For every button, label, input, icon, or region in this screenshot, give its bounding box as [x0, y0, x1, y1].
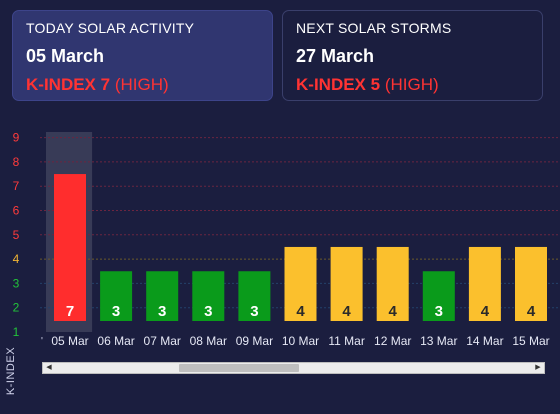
- y-tick-label: 6: [13, 204, 20, 218]
- bar: [330, 246, 363, 321]
- next-heading: NEXT SOLAR STORMS: [296, 20, 452, 36]
- x-tick-label: 05 Mar: [51, 334, 88, 348]
- y-tick-label: 4: [13, 252, 20, 266]
- chart-scrollbar[interactable]: ◀ ▶: [42, 362, 545, 374]
- today-k-level: (HIGH): [114, 75, 169, 94]
- bar-value-label: 4: [527, 303, 536, 320]
- y-tick-label: 7: [13, 179, 20, 193]
- x-axis-start-tick: ': [41, 336, 43, 347]
- bar-value-label: 3: [112, 303, 120, 320]
- x-tick-label: 15 Mar: [512, 334, 549, 348]
- bar-value-label: 7: [66, 303, 74, 320]
- today-k-index: K-INDEX 7 (HIGH): [26, 74, 259, 95]
- x-tick-label: 14 Mar: [466, 334, 503, 348]
- bar: [376, 246, 409, 321]
- y-axis-label: K-INDEX: [4, 343, 18, 398]
- triangle-right-icon[interactable]: ▶: [535, 364, 541, 371]
- next-date: 27 March: [296, 46, 375, 66]
- bar: [515, 246, 547, 321]
- y-tick-label: 3: [13, 276, 20, 290]
- bar: [100, 271, 133, 321]
- x-tick-label: 08 Mar: [190, 334, 227, 348]
- bar-value-label: 4: [389, 303, 398, 320]
- bar: [422, 271, 455, 321]
- bar-value-label: 3: [204, 303, 212, 320]
- x-tick-label: 12 Mar: [374, 334, 411, 348]
- bar: [146, 271, 179, 321]
- y-tick-label: 5: [13, 228, 20, 242]
- triangle-left-icon[interactable]: ◀: [46, 364, 52, 371]
- today-heading: TODAY SOLAR ACTIVITY: [26, 20, 195, 36]
- x-tick-label: 09 Mar: [236, 334, 273, 348]
- x-tick-label: 13 Mar: [420, 334, 457, 348]
- bar-value-label: 3: [250, 303, 258, 320]
- next-k-index: K-INDEX 5 (HIGH): [296, 74, 529, 95]
- x-tick-label: 06 Mar: [97, 334, 134, 348]
- today-date: 05 March: [26, 46, 105, 66]
- bar: [238, 271, 271, 321]
- k-index-chart: 1 2 3 4 5 6 7 8 9 ' 7 05 Mar 3 06 Mar 3 07 Mar 3 08 Mar 3 0…: [13, 131, 560, 348]
- bar: [468, 246, 501, 321]
- next-k-value: K-INDEX 5: [296, 75, 381, 94]
- y-tick-label: 1: [13, 325, 20, 339]
- x-tick-label: 07 Mar: [144, 334, 181, 348]
- bar-value-label: 3: [158, 303, 166, 320]
- next-k-level: (HIGH): [384, 75, 439, 94]
- today-k-value: K-INDEX 7: [26, 75, 111, 94]
- bar: [284, 246, 317, 321]
- bar-value-label: 4: [481, 303, 490, 320]
- y-tick-label: 9: [13, 131, 20, 145]
- scrollbar-thumb[interactable]: [179, 364, 299, 372]
- y-axis-label-text: K-INDEX: [5, 346, 17, 395]
- bar: [54, 174, 86, 321]
- bar-value-label: 4: [296, 303, 305, 320]
- next-storms-card: NEXT SOLAR STORMS 27 March K-INDEX 5 (HI…: [282, 10, 543, 101]
- x-tick-label: 11 Mar: [328, 334, 364, 348]
- today-activity-card: TODAY SOLAR ACTIVITY 05 March K-INDEX 7 …: [12, 10, 273, 101]
- bar: [192, 271, 225, 321]
- y-tick-label: 2: [13, 301, 20, 315]
- bar-value-label: 4: [342, 303, 351, 320]
- x-tick-label: 10 Mar: [282, 334, 319, 348]
- y-tick-label: 8: [13, 155, 20, 169]
- bar-value-label: 3: [435, 303, 443, 320]
